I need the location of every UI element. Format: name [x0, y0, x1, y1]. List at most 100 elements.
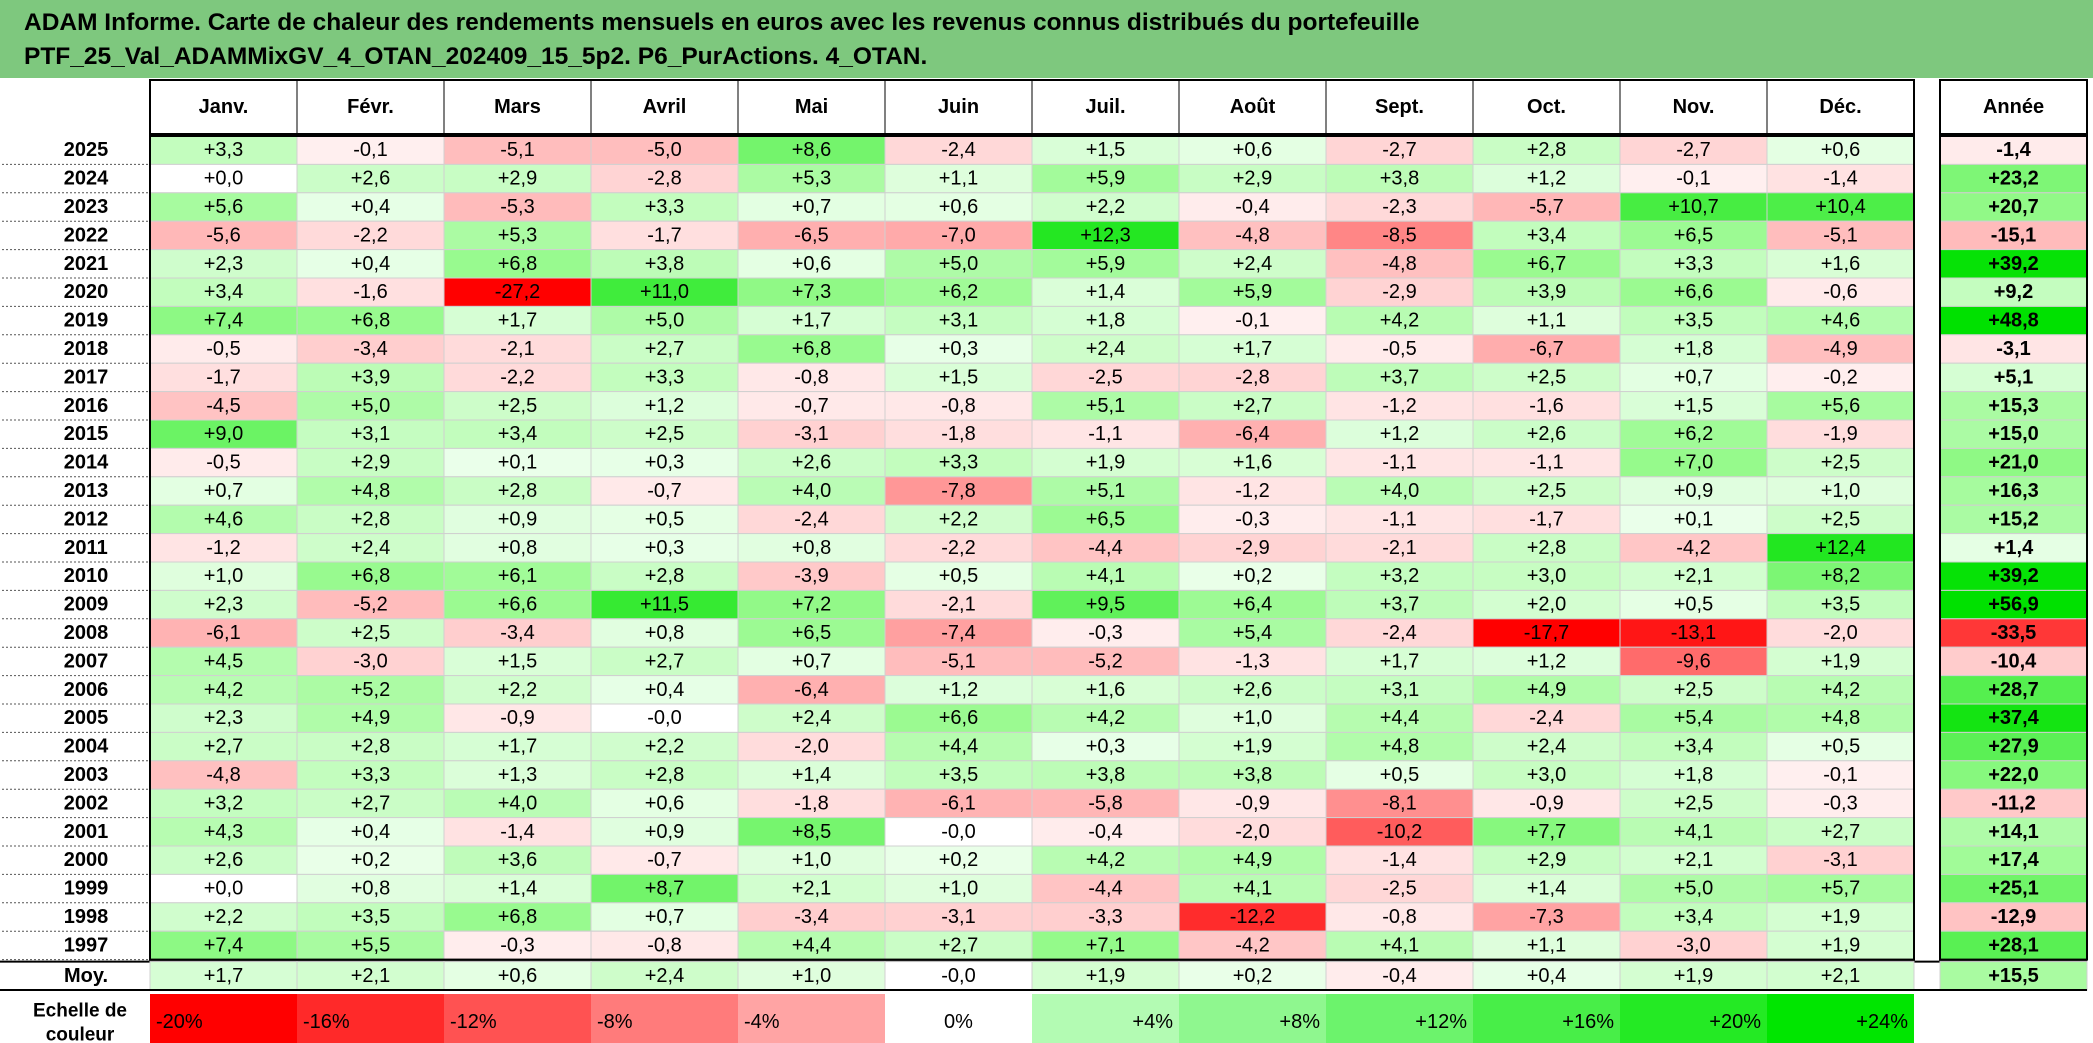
- year-label: 2021: [64, 253, 109, 275]
- annual-value: -3,1: [1996, 338, 2030, 360]
- average-cell: [1472, 961, 1621, 991]
- heat-cell: [884, 362, 1033, 393]
- scale-swatch: [1179, 994, 1326, 1043]
- scale-step: +12%: [1415, 1011, 1467, 1033]
- heat-cell: [1178, 817, 1327, 847]
- cell-value: -0,9: [500, 707, 534, 729]
- cell-value: +0,4: [351, 821, 390, 843]
- heat-cell: [1178, 305, 1327, 336]
- cell-value: +6,7: [1527, 253, 1566, 275]
- cell-value: -1,6: [353, 281, 387, 303]
- average-label: Moy.: [64, 965, 108, 987]
- average-value: +1,9: [1086, 965, 1125, 987]
- cell-value: -3,1: [794, 423, 828, 445]
- heat-cell: [1031, 504, 1180, 535]
- scale-step: +20%: [1709, 1011, 1761, 1033]
- cell-value: -7,3: [1529, 906, 1563, 928]
- cell-value: +0,2: [1233, 565, 1272, 587]
- scale-swatch: [1620, 994, 1767, 1043]
- cell-value: -5,1: [941, 650, 975, 672]
- heat-cell: [1178, 646, 1327, 677]
- cell-value: -1,9: [1823, 423, 1857, 445]
- cell-value: -9,6: [1676, 650, 1710, 672]
- month-header: Mai: [795, 96, 828, 118]
- annual-header-box: [1939, 79, 2088, 135]
- cell-value: -0,7: [794, 395, 828, 417]
- average-cell: [1325, 961, 1474, 991]
- cell-value: +4,4: [792, 934, 831, 956]
- chart-title-line1: ADAM Informe. Carte de chaleur des rende…: [24, 9, 1420, 36]
- heat-cell: [1472, 675, 1621, 705]
- cell-value: +3,3: [939, 452, 978, 474]
- cell-value: +3,9: [351, 366, 390, 388]
- heat-cell: [1325, 362, 1474, 393]
- cell-value: -6,4: [794, 679, 828, 701]
- annual-cell: [1939, 845, 2088, 875]
- heat-cell: [884, 447, 1033, 478]
- heat-cell: [1178, 277, 1327, 307]
- heat-cell: [590, 249, 739, 279]
- year-label: 2010: [64, 565, 109, 587]
- heat-cell: [1619, 533, 1768, 563]
- annual-cell: [1939, 334, 2088, 364]
- heat-cell: [1178, 135, 1327, 165]
- cell-value: +0,8: [645, 622, 684, 644]
- year-label: 2025: [64, 139, 109, 161]
- heat-cell: [1325, 561, 1474, 591]
- annual-cell: [1939, 675, 2088, 705]
- cell-value: +1,8: [1086, 310, 1125, 332]
- cell-value: -0,1: [1235, 310, 1269, 332]
- cell-value: -8,5: [1382, 224, 1416, 246]
- heat-cell: [884, 561, 1033, 591]
- cell-value: -4,8: [1382, 253, 1416, 275]
- cell-value: -1,1: [1382, 508, 1416, 530]
- year-label: 2015: [64, 423, 109, 445]
- heat-cell: [1325, 334, 1474, 364]
- scale-swatch: [1767, 994, 1914, 1043]
- cell-value: -0,8: [1382, 906, 1416, 928]
- heat-cell: [1472, 504, 1621, 535]
- scale-step: +4%: [1132, 1011, 1173, 1033]
- heat-cell: [1472, 163, 1621, 194]
- heat-cell: [1178, 447, 1327, 478]
- heat-cell: [590, 589, 739, 620]
- cell-value: -0,9: [1235, 792, 1269, 814]
- cell-value: +4,5: [204, 650, 243, 672]
- average-cell: [884, 961, 1033, 991]
- average-annual-value: +15,5: [1988, 965, 2039, 987]
- cell-value: +6,6: [1674, 281, 1713, 303]
- cell-value: -3,0: [353, 650, 387, 672]
- heat-cell: [1178, 845, 1327, 875]
- cell-value: +2,5: [1674, 792, 1713, 814]
- cell-value: -0,5: [206, 338, 240, 360]
- cell-value: +2,5: [498, 395, 537, 417]
- average-cell: [1766, 961, 1915, 991]
- heat-cell: [1472, 760, 1621, 790]
- cell-value: -0,3: [1823, 792, 1857, 814]
- cell-value: +3,5: [1674, 310, 1713, 332]
- heat-cell: [1325, 277, 1474, 307]
- annual-value: +20,7: [1988, 196, 2039, 218]
- cell-value: +5,0: [645, 310, 684, 332]
- cell-value: -5,3: [500, 196, 534, 218]
- heat-cell: [296, 873, 445, 904]
- cell-value: +2,6: [204, 849, 243, 871]
- cell-value: -1,6: [1529, 395, 1563, 417]
- heat-cell: [149, 533, 298, 563]
- heat-cell: [1325, 930, 1474, 961]
- annual-cell: [1939, 589, 2088, 620]
- cell-value: -0,9: [1529, 792, 1563, 814]
- cell-value: +6,1: [498, 565, 537, 587]
- heat-cell: [590, 476, 739, 506]
- year-label: 2013: [64, 480, 109, 502]
- year-label: 2011: [64, 537, 107, 559]
- month-header: Sept.: [1375, 96, 1424, 118]
- heat-cell: [1766, 220, 1915, 251]
- cell-value: +4,6: [204, 508, 243, 530]
- heat-cell: [1619, 447, 1768, 478]
- cell-value: +0,0: [204, 168, 243, 190]
- cell-value: +6,2: [939, 281, 978, 303]
- heat-cell: [1031, 533, 1180, 563]
- heat-cell: [590, 334, 739, 364]
- cell-value: -2,2: [941, 537, 975, 559]
